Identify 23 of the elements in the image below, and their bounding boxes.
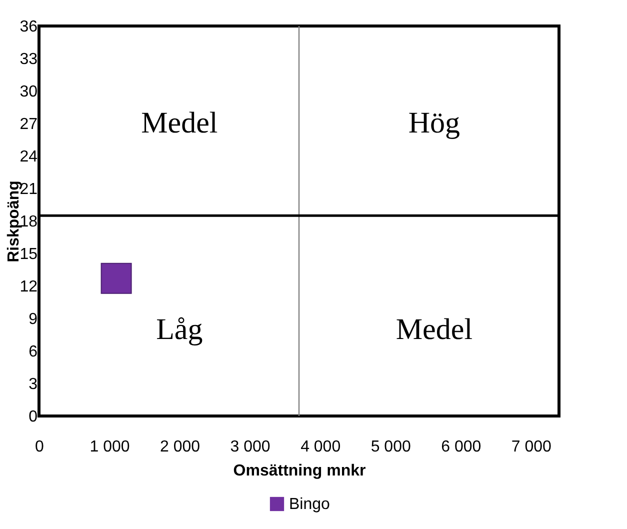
y-tick-label: 0 [28,408,38,426]
y-tick-label: 3 [28,376,38,393]
annotation: Medel [141,106,218,140]
legend-label: Bingo [289,496,330,513]
x-tick-label: 2 000 [160,438,200,456]
annotation: Låg [156,313,203,346]
y-tick-label: 6 [28,344,38,360]
annotation: Medel [396,313,473,346]
y-tick-label: 36 [20,18,38,36]
y-tick-label: 30 [20,84,38,100]
y-tick-label: 27 [20,116,38,133]
x-tick-label: 5 000 [370,438,411,456]
x-tick-label: 3 000 [230,438,270,456]
annotation: Hög [408,106,460,140]
x-tick-label: 6 000 [441,438,482,456]
x-tick-label: 4 000 [300,438,341,456]
x-tick-label: 7 000 [511,438,552,456]
y-tick-label: 33 [20,51,38,68]
y-tick-label: 24 [20,148,38,166]
y-tick-label: 12 [20,278,38,296]
x-tick-label: 1 000 [90,438,130,456]
x-axis-title: Omsättning mnkr [233,462,366,480]
y-tick-label: 9 [28,311,38,328]
